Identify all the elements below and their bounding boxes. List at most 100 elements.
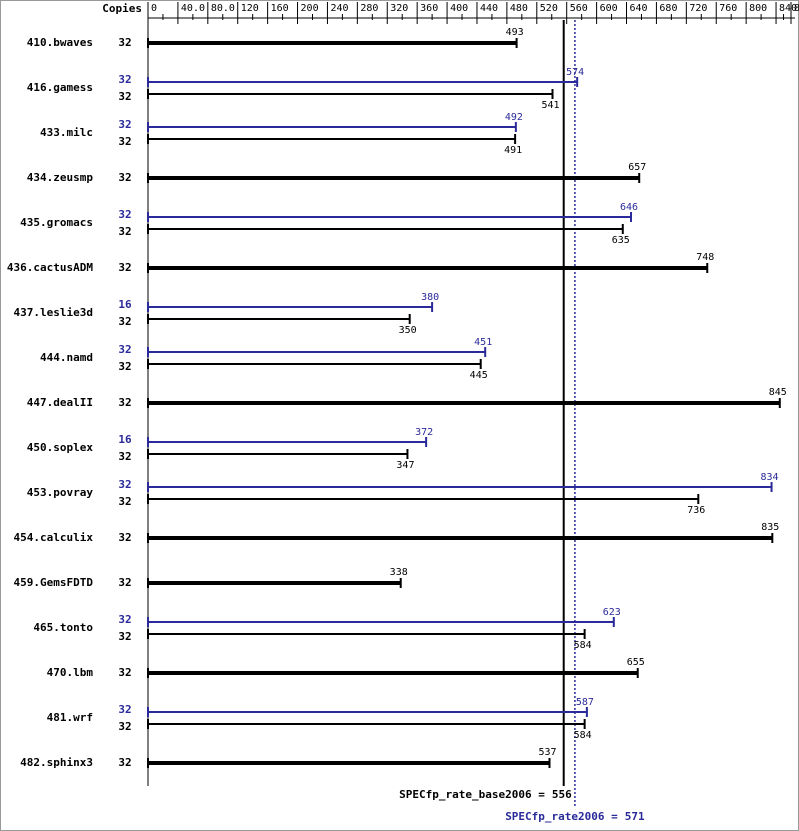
x-tick-label: 560 (570, 3, 588, 14)
benchmark-name: 465.tonto (33, 621, 93, 634)
reference-name: SPECfp_rate2006 = (505, 810, 618, 823)
x-tick-label: 280 (360, 3, 378, 14)
value-label: 655 (627, 657, 645, 668)
copies-label: 32 (118, 478, 131, 491)
reference-value: 556 (552, 788, 572, 801)
value-label: 635 (612, 235, 630, 246)
x-tick-label: 80.0 (211, 3, 235, 14)
copies-label: 32 (118, 360, 131, 373)
x-tick-label: 840 (779, 3, 797, 14)
x-tick-label: 600 (600, 3, 618, 14)
benchmark-name: 482.sphinx3 (20, 756, 93, 769)
value-label: 587 (576, 697, 594, 708)
copies-label: 32 (118, 666, 131, 679)
benchmark-name: 470.lbm (47, 666, 94, 679)
copies-label: 32 (118, 396, 131, 409)
benchmark-name: 447.dealII (27, 396, 93, 409)
copies-label: 32 (118, 531, 131, 544)
x-tick-label: 680 (659, 3, 677, 14)
benchmark-name: 459.GemsFDTD (14, 576, 94, 589)
benchmark-name: 437.leslie3d (14, 306, 93, 319)
value-label: 657 (628, 162, 646, 173)
value-label: 584 (574, 640, 592, 651)
value-label: 372 (415, 427, 433, 438)
value-label: 451 (474, 337, 492, 348)
x-tick-label: 720 (689, 3, 707, 14)
benchmark-name: 435.gromacs (20, 216, 93, 229)
value-label: 574 (566, 67, 584, 78)
copies-label: 32 (118, 36, 131, 49)
copies-label: 32 (118, 613, 131, 626)
value-label: 584 (574, 730, 592, 741)
value-label: 491 (504, 145, 522, 156)
value-label: 445 (470, 370, 488, 381)
value-label: 350 (399, 325, 417, 336)
reference-value: 571 (625, 810, 645, 823)
value-label: 835 (761, 522, 779, 533)
x-tick-label: 360 (420, 3, 438, 14)
copies-label: 16 (118, 433, 132, 446)
value-label: 338 (390, 567, 408, 578)
x-tick-label: 800 (749, 3, 767, 14)
copies-label: 32 (118, 495, 131, 508)
x-tick-label: 200 (301, 3, 319, 14)
copies-label: 32 (118, 703, 131, 716)
copies-label: 32 (118, 73, 131, 86)
x-tick-label: 320 (390, 3, 408, 14)
copies-label: 32 (118, 118, 131, 131)
value-label: 541 (541, 100, 559, 111)
x-tick-label: 440 (480, 3, 498, 14)
value-label: 736 (687, 505, 705, 516)
x-tick-label: 860 (794, 3, 799, 14)
copies-label: 32 (118, 576, 131, 589)
copies-label: 32 (118, 315, 131, 328)
copies-label: 32 (118, 756, 131, 769)
x-tick-label: 480 (510, 3, 528, 14)
reference-label: SPECfp_rate2006 = 571 (505, 810, 645, 823)
copies-label: 32 (118, 208, 131, 221)
value-label: 623 (603, 607, 621, 618)
copies-label: 32 (118, 450, 131, 463)
benchmark-name: 444.namd (40, 351, 93, 364)
x-tick-label: 0 (151, 3, 157, 14)
copies-label: 32 (118, 720, 131, 733)
value-label: 347 (396, 460, 414, 471)
benchmark-name: 450.soplex (27, 441, 94, 454)
benchmark-name: 454.calculix (14, 531, 94, 544)
value-label: 537 (538, 747, 556, 758)
benchmark-name: 416.gamess (27, 81, 93, 94)
reference-label: SPECfp_rate_base2006 = 556 (399, 788, 572, 801)
value-label: 834 (761, 472, 779, 483)
x-tick-label: 160 (271, 3, 289, 14)
value-label: 646 (620, 202, 638, 213)
benchmark-name: 433.milc (40, 126, 93, 139)
value-label: 748 (696, 252, 714, 263)
value-label: 380 (421, 292, 439, 303)
copies-label: 32 (118, 261, 131, 274)
x-tick-label: 640 (630, 3, 648, 14)
x-tick-label: 520 (540, 3, 558, 14)
copies-label: 32 (118, 171, 131, 184)
copies-label: 16 (118, 298, 132, 311)
x-tick-label: 240 (330, 3, 348, 14)
reference-name: SPECfp_rate_base2006 = (399, 788, 545, 801)
benchmark-name: 481.wrf (47, 711, 93, 724)
x-tick-label: 400 (450, 3, 468, 14)
value-label: 492 (505, 112, 523, 123)
copies-label: 32 (118, 630, 131, 643)
copies-header: Copies (102, 2, 142, 15)
benchmark-name: 434.zeusmp (27, 171, 94, 184)
copies-label: 32 (118, 90, 131, 103)
benchmark-name: 436.cactusADM (7, 261, 93, 274)
copies-label: 32 (118, 225, 131, 238)
benchmark-name: 453.povray (27, 486, 94, 499)
benchmark-name: 410.bwaves (27, 36, 93, 49)
copies-label: 32 (118, 343, 131, 356)
copies-label: 32 (118, 135, 131, 148)
value-label: 493 (506, 27, 524, 38)
x-tick-label: 760 (719, 3, 737, 14)
value-label: 845 (769, 387, 787, 398)
x-tick-label: 40.0 (181, 3, 205, 14)
x-tick-label: 120 (241, 3, 259, 14)
